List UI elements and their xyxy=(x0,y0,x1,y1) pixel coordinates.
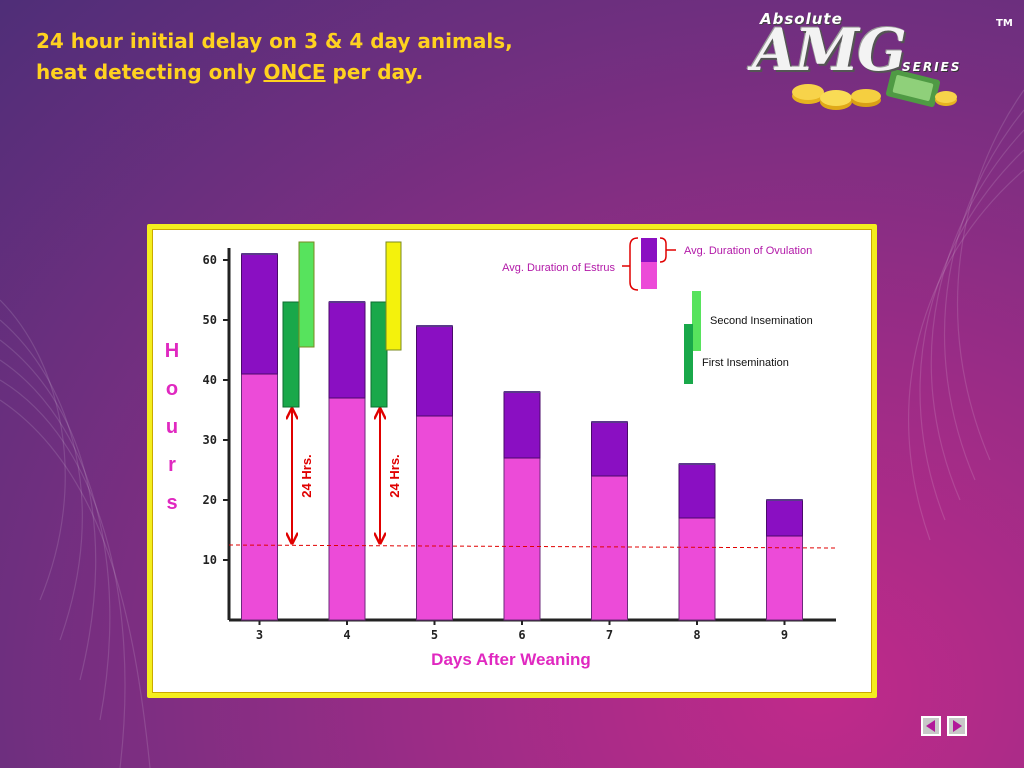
next-slide-button[interactable] xyxy=(947,716,967,736)
y-tick-label: 50 xyxy=(203,313,217,327)
title-line-1: 24 hour initial delay on 3 & 4 day anima… xyxy=(36,29,513,53)
legend-ovulation-label: Avg. Duration of Ovulation xyxy=(684,245,812,257)
x-tick-label: 3 xyxy=(256,628,263,642)
previous-slide-button[interactable] xyxy=(921,716,941,736)
logo-trademark: TM xyxy=(996,18,1013,29)
y-tick-label: 30 xyxy=(203,433,217,447)
chart-legend: Avg. Duration of Ovulation Avg. Duration … xyxy=(502,237,813,384)
x-tick-label: 4 xyxy=(343,628,350,642)
insemination-windows xyxy=(282,241,402,408)
legend-swatch-first-insemination xyxy=(684,324,693,384)
title-emphasis: ONCE xyxy=(263,60,326,84)
bar-estrus xyxy=(766,535,803,621)
bar-estrus xyxy=(328,397,366,621)
y-tick-label: 20 xyxy=(203,493,217,507)
title-line-2-start: heat detecting only xyxy=(36,60,264,84)
amg-logo: AMG Absolute SERIES TM xyxy=(752,10,1014,114)
title-line-2: heat detecting only ONCE per day. xyxy=(36,57,636,88)
logo-series-text: SERIES xyxy=(902,60,962,74)
chart-bars xyxy=(228,253,837,621)
slide-title: 24 hour initial delay on 3 & 4 day anima… xyxy=(36,26,636,88)
delay-arrows: 24 Hrs. 24 Hrs. xyxy=(292,410,402,542)
first-insemination-window xyxy=(370,301,388,408)
bar-ovulation xyxy=(416,325,453,417)
second-insemination-window xyxy=(298,241,315,348)
delay-arrow-label: 24 Hrs. xyxy=(387,454,402,497)
y-axis-title-letter: s xyxy=(166,492,177,514)
logo-top-text: Absolute xyxy=(760,10,843,28)
legend-bracket-left xyxy=(629,237,639,291)
bar-ovulation xyxy=(503,391,541,459)
bar-estrus xyxy=(503,457,541,621)
legend-second-insemination-label: Second Insemination xyxy=(710,315,813,327)
y-axis-title-letter: r xyxy=(168,454,176,476)
y-axis-title-letter: u xyxy=(166,416,178,438)
y-tick-label: 40 xyxy=(203,373,217,387)
title-line-2-end: per day. xyxy=(325,60,424,84)
x-tick-label: 7 xyxy=(606,628,613,642)
x-tick-label: 5 xyxy=(431,628,438,642)
bar-estrus xyxy=(591,475,628,621)
legend-swatch-estrus xyxy=(641,262,657,289)
y-tick-label: 10 xyxy=(203,553,217,567)
legend-bracket-right xyxy=(659,237,676,263)
threshold-line xyxy=(228,544,837,549)
x-axis-title: Days After Weaning xyxy=(431,650,591,669)
logo-main-text: AMG xyxy=(752,16,907,84)
bar-ovulation xyxy=(766,499,803,537)
x-tick-label: 8 xyxy=(693,628,700,642)
bar-ovulation xyxy=(678,463,716,519)
legend-swatch-second-insemination xyxy=(692,291,701,351)
legend-swatch-ovulation xyxy=(641,238,657,262)
delay-arrow-label: 24 Hrs. xyxy=(299,454,314,497)
x-tick-label: 9 xyxy=(781,628,788,642)
bar-estrus xyxy=(241,373,278,621)
bar-ovulation xyxy=(328,301,366,399)
y-axis-title-letter: o xyxy=(166,378,178,400)
left-arrow-icon xyxy=(926,720,935,732)
legend-estrus-label: Avg. Duration of Estrus xyxy=(502,262,615,274)
coins-and-cash-icon xyxy=(792,70,957,110)
x-tick-label: 6 xyxy=(518,628,525,642)
bar-estrus xyxy=(416,415,453,621)
y-axis-title-letter: H xyxy=(165,340,179,362)
y-tick-label: 60 xyxy=(203,253,217,267)
bar-ovulation xyxy=(591,421,628,477)
bar-estrus xyxy=(678,517,716,621)
right-arrow-icon xyxy=(953,720,962,732)
bar-ovulation xyxy=(241,253,278,375)
second-insemination-window xyxy=(385,241,402,351)
legend-first-insemination-label: First Insemination xyxy=(702,357,789,369)
first-insemination-window xyxy=(282,301,300,408)
